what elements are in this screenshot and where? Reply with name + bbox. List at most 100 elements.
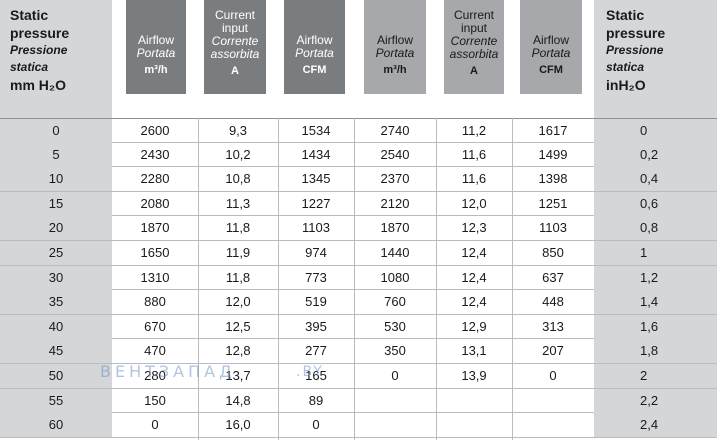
cell-current-1: 14,8 [225, 392, 251, 408]
col-unit: m³/h [383, 64, 407, 76]
cell-airflow-cfm-2: 1251 [538, 195, 568, 211]
col-unit: CFM [302, 64, 327, 76]
cell-airflow-cfm-1: 0 [312, 417, 320, 433]
cell-airflow-cfm-2: 1398 [538, 171, 568, 187]
left-header-line2: pressure [10, 25, 70, 41]
cell-pressure-mm: 55 [0, 388, 112, 413]
left-header-line3: Pressione [10, 43, 68, 57]
cell-pressure-mm: 60 [0, 413, 112, 438]
cell-pressure-mm: 0 [0, 119, 112, 143]
cell-pressure-mm: 30 [0, 265, 112, 290]
col-label-it: Portata [531, 46, 571, 60]
cell-pressure-mm: 40 [0, 314, 112, 339]
cell-pressure-in: 0 [594, 119, 717, 143]
table-row: 20 1870 11,8 1103 1870 12,3 1103 0,8 [0, 216, 717, 241]
left-header: Static pressure Pressione statica mm H₂O [0, 0, 112, 118]
cell-current-2 [436, 413, 512, 437]
cell-airflow-m3h-1: 150 [144, 392, 166, 408]
cell-airflow-cfm-2: 448 [542, 294, 564, 310]
cell-airflow-m3h-2: 2540 [380, 146, 410, 162]
cell-airflow-m3h-1: 470 [144, 343, 166, 359]
cell-airflow-cfm-1: 1227 [301, 195, 331, 211]
right-header-unit: inH₂O [606, 77, 646, 93]
cell-airflow-m3h-1: 1870 [140, 220, 170, 236]
cell-airflow-cfm-2: 1617 [538, 123, 568, 138]
cell-current-2: 11,2 [461, 123, 487, 138]
cell-pressure-in: 0,8 [594, 216, 717, 241]
table-row: 45 470 12,8 277 350 13,1 207 1,8 [0, 339, 717, 364]
cell-pressure-in: 0,6 [594, 191, 717, 216]
col-label: Airflow [532, 33, 569, 47]
col-label-it2: assorbita [449, 47, 499, 61]
cell-current-2: 12,3 [461, 220, 487, 236]
table-row: 0 2600 9,3 1534 2740 11,2 1617 0 [0, 118, 717, 143]
cell-airflow-cfm-1: 1103 [302, 220, 330, 236]
cell-airflow-m3h-2: 530 [384, 318, 406, 334]
cell-airflow-m3h-2: 350 [384, 343, 406, 359]
cell-airflow-cfm-2: 850 [542, 245, 564, 260]
column-divider [512, 118, 513, 440]
cell-airflow-m3h-1: 880 [144, 294, 166, 310]
table-row: 55 150 14,8 89 2,2 [0, 388, 717, 414]
cell-airflow-cfm-1: 1434 [301, 146, 331, 162]
cell-airflow-cfm-2: 1103 [539, 220, 567, 236]
cell-airflow-m3h-1: 0 [151, 417, 159, 433]
col-label: Airflow [137, 33, 174, 47]
cell-current-1: 11,9 [225, 245, 251, 260]
col-label-it: Portata [375, 46, 415, 60]
table-row: 5 2430 10,2 1434 2540 11,6 1499 0,2 [0, 142, 717, 168]
right-header-line1: Static [606, 7, 645, 23]
cell-airflow-m3h-2: 1440 [380, 245, 410, 260]
right-header-line2: pressure [606, 25, 666, 41]
cell-pressure-in: 2 [594, 364, 717, 388]
col-label2: input [460, 21, 488, 35]
cell-current-2: 12,4 [461, 294, 487, 310]
col-unit: CFM [539, 64, 563, 76]
table-row: 25 1650 11,9 974 1440 12,4 850 1 [0, 241, 717, 266]
cell-current-1: 12,8 [225, 343, 251, 359]
cell-current-1: 13,7 [225, 368, 251, 383]
cell-pressure-mm: 20 [0, 216, 112, 241]
left-header-line1: Static [10, 7, 49, 23]
table-row: 35 880 12,0 519 760 12,4 448 1,4 [0, 290, 717, 315]
cell-pressure-mm: 45 [0, 339, 112, 364]
cell-airflow-m3h-1: 670 [144, 318, 166, 334]
right-header: Static pressure Pressione statica inH₂O [594, 0, 717, 118]
cell-current-2: 12,4 [461, 245, 487, 260]
cell-airflow-cfm-1: 165 [305, 368, 327, 383]
column-divider [354, 118, 355, 440]
col-header-airflow-m3h-2: Airflow Portata m³/h [364, 0, 426, 94]
cell-current-1: 11,3 [225, 195, 251, 211]
cell-pressure-mm: 50 [0, 364, 112, 388]
table-row: 60 0 16,0 0 2,4 [0, 413, 717, 438]
col-header-current-1: Current input Corrente assorbita A [204, 0, 266, 94]
table-row: 50 280 13,7 165 0 13,9 0 2 [0, 364, 717, 389]
cell-airflow-cfm-2: 637 [542, 269, 564, 285]
col-header-current-2: Current input Corrente assorbita A [444, 0, 504, 94]
watermark: ВЕНТЗАПАД [100, 362, 236, 381]
col-label-it: Corrente [450, 34, 498, 48]
cell-airflow-m3h-2 [354, 413, 436, 437]
cell-airflow-cfm-1: 1534 [301, 123, 331, 138]
cell-pressure-in: 2,2 [594, 388, 717, 413]
cell-current-2: 13,1 [461, 343, 487, 359]
cell-airflow-m3h-1: 2280 [140, 171, 170, 187]
cell-airflow-cfm-1: 89 [308, 392, 324, 408]
column-divider [278, 118, 279, 440]
table-row: 30 1310 11,8 773 1080 12,4 637 1,2 [0, 265, 717, 291]
cell-airflow-m3h-1: 2080 [140, 195, 170, 211]
cell-current-1: 10,8 [225, 171, 251, 187]
cell-pressure-in: 1,4 [594, 290, 717, 315]
watermark-suffix: .BY [296, 364, 324, 380]
cell-pressure-in: 1,6 [594, 314, 717, 339]
cell-current-2: 12,0 [461, 195, 487, 211]
left-header-unit: mm H₂O [10, 77, 67, 93]
cell-pressure-mm: 5 [0, 142, 112, 167]
cell-airflow-cfm-2 [512, 389, 594, 413]
cell-current-1: 16,0 [225, 417, 251, 433]
cell-pressure-in: 0,2 [594, 142, 717, 167]
cell-airflow-cfm-1: 974 [305, 245, 327, 260]
col-label-it: Corrente [211, 34, 259, 48]
col-unit: A [470, 65, 478, 77]
